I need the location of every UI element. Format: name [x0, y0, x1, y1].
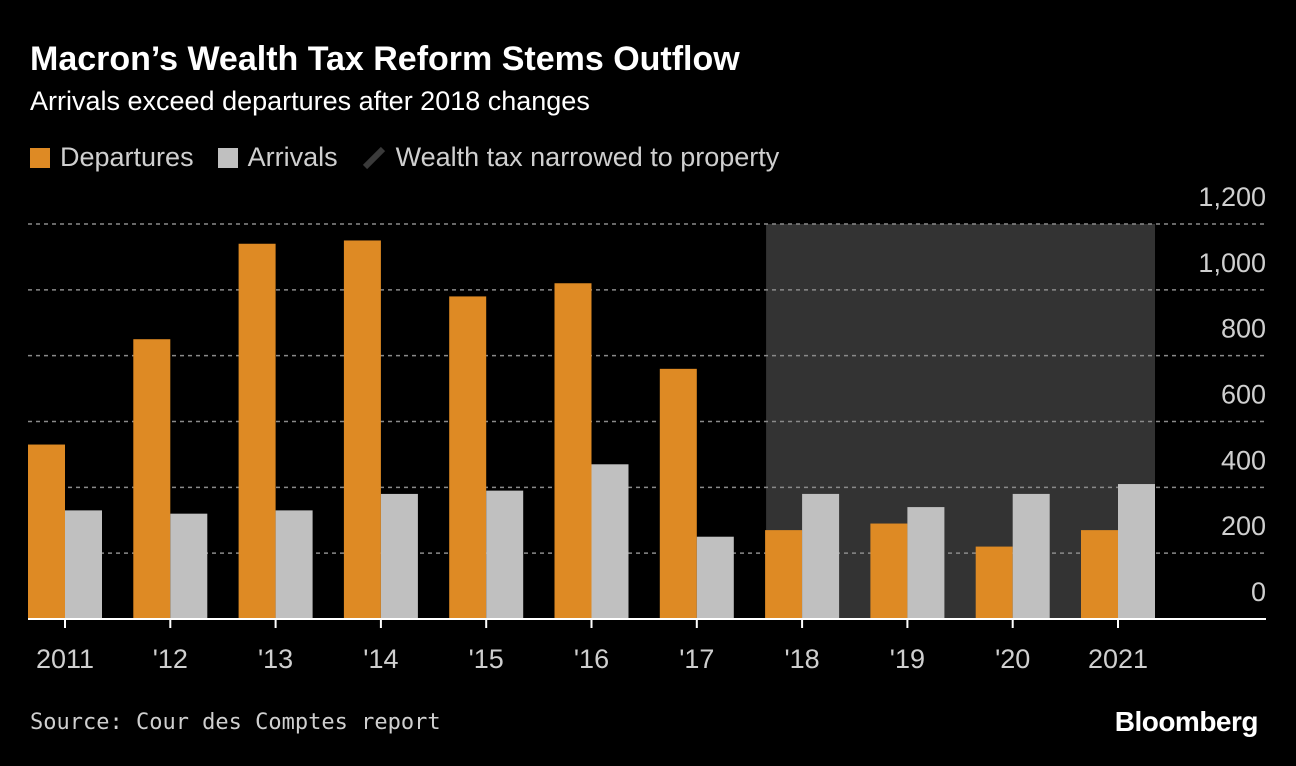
bloomberg-logo: Bloomberg	[1114, 706, 1259, 737]
legend-item-shade: Wealth tax narrowed to property	[362, 142, 780, 173]
chart-title: Macron’s Wealth Tax Reform Stems Outflow	[30, 40, 740, 78]
arrivals-bar	[907, 507, 945, 619]
departures-bar	[1081, 530, 1118, 619]
legend: Departures Arrivals Wealth tax narrowed …	[30, 142, 803, 173]
legend-label-shade: Wealth tax narrowed to property	[395, 142, 780, 172]
arrivals-bar	[696, 536, 734, 619]
y-tick-label: 1,200	[1198, 182, 1266, 212]
departures-bar	[870, 523, 908, 619]
departures-bar	[975, 546, 1013, 619]
departures-bar	[659, 368, 697, 619]
x-tick-label: '14	[363, 644, 398, 674]
arrivals-bar	[1118, 484, 1155, 619]
x-tick-label: '13	[258, 644, 293, 674]
x-tick-label: 2011	[36, 644, 94, 674]
slash-icon	[362, 146, 385, 169]
arrivals-bar	[275, 510, 313, 619]
departures-bar	[238, 243, 276, 619]
arrivals-bar	[591, 464, 629, 619]
y-tick-label: 0	[1251, 577, 1266, 607]
departures-bar	[343, 240, 381, 620]
x-tick-label: '17	[679, 644, 714, 674]
source-note: Source: Cour des Comptes report	[30, 710, 441, 735]
chart-subtitle: Arrivals exceed departures after 2018 ch…	[30, 86, 590, 116]
departures-swatch	[30, 147, 50, 168]
arrivals-swatch	[217, 147, 238, 168]
departures-bar	[765, 530, 803, 619]
x-tick-label: '19	[890, 644, 925, 674]
legend-item-departures: Departures	[30, 142, 194, 173]
y-tick-label: 200	[1221, 511, 1266, 541]
x-tick-label: '15	[469, 644, 504, 674]
y-tick-label: 800	[1221, 314, 1266, 344]
x-tick-label: '12	[153, 644, 188, 674]
legend-label-arrivals: Arrivals	[247, 142, 338, 172]
departures-bar	[554, 283, 592, 619]
departures-bar	[449, 296, 487, 619]
y-tick-label: 1,000	[1198, 248, 1266, 278]
legend-item-arrivals: Arrivals	[217, 142, 338, 173]
y-tick-label: 600	[1221, 380, 1266, 410]
arrivals-bar	[802, 493, 840, 619]
legend-label-departures: Departures	[60, 142, 194, 172]
x-tick-label: '20	[995, 644, 1030, 674]
x-tick-label: '18	[785, 644, 820, 674]
arrivals-bar	[65, 510, 102, 619]
arrivals-bar	[486, 490, 524, 619]
arrivals-bar	[170, 513, 208, 619]
y-tick-label: 400	[1221, 445, 1266, 475]
x-tick-label: '16	[574, 644, 609, 674]
arrivals-bar	[1012, 493, 1050, 619]
departures-bar	[28, 444, 65, 619]
departures-bar	[133, 339, 171, 619]
arrivals-bar	[380, 493, 418, 619]
x-tick-label: 2021	[1088, 644, 1148, 674]
